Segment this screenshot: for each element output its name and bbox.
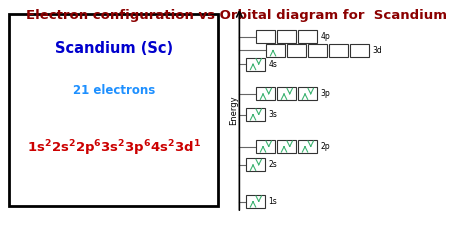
Bar <box>309 44 328 57</box>
Bar <box>287 44 306 57</box>
Text: 4p: 4p <box>320 32 330 41</box>
Text: $\mathbf{1s^{2}2s^{2}2p^{6}3s^{2}3p^{6}4s^{2}3d^{1}}$: $\mathbf{1s^{2}2s^{2}2p^{6}3s^{2}3p^{6}4… <box>27 139 201 158</box>
Text: Energy: Energy <box>229 95 238 125</box>
Text: 3d: 3d <box>373 46 382 55</box>
Bar <box>246 58 265 71</box>
Bar <box>246 108 265 121</box>
Bar <box>9 14 218 206</box>
Bar <box>246 195 265 208</box>
Bar <box>277 140 296 153</box>
Bar <box>298 87 318 100</box>
Bar <box>256 87 275 100</box>
Bar <box>298 140 318 153</box>
Text: 2s: 2s <box>268 160 277 169</box>
Bar <box>277 30 296 43</box>
Text: 3p: 3p <box>320 89 330 98</box>
Bar <box>350 44 369 57</box>
Bar <box>256 30 275 43</box>
Bar <box>256 140 275 153</box>
Text: 21 electrons: 21 electrons <box>73 84 155 97</box>
Text: Scandium (Sc): Scandium (Sc) <box>55 41 173 56</box>
Text: 3s: 3s <box>268 110 277 119</box>
Bar <box>246 158 265 171</box>
Bar <box>298 30 318 43</box>
Text: 2p: 2p <box>320 142 330 151</box>
Text: Electron configuration vs Orbital diagram for  Scandium: Electron configuration vs Orbital diagra… <box>27 9 447 22</box>
Text: 1s: 1s <box>268 197 277 206</box>
Bar <box>329 44 348 57</box>
Bar <box>266 44 285 57</box>
Bar <box>277 87 296 100</box>
Text: 4s: 4s <box>268 60 277 69</box>
